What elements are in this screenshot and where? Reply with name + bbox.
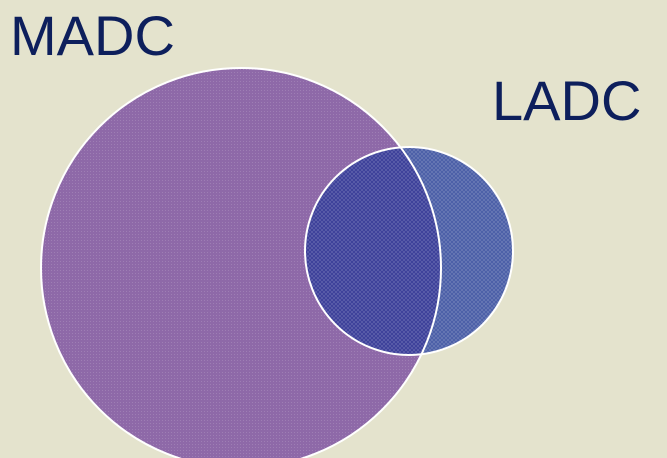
madc-label: MADC	[10, 4, 175, 67]
overlap-region-texture	[305, 147, 441, 355]
madc-circle-texture	[41, 68, 441, 458]
ladc-circle-outline	[304, 146, 514, 356]
madc-circle-outline	[40, 67, 442, 458]
ladc-label: LADC	[492, 69, 642, 132]
